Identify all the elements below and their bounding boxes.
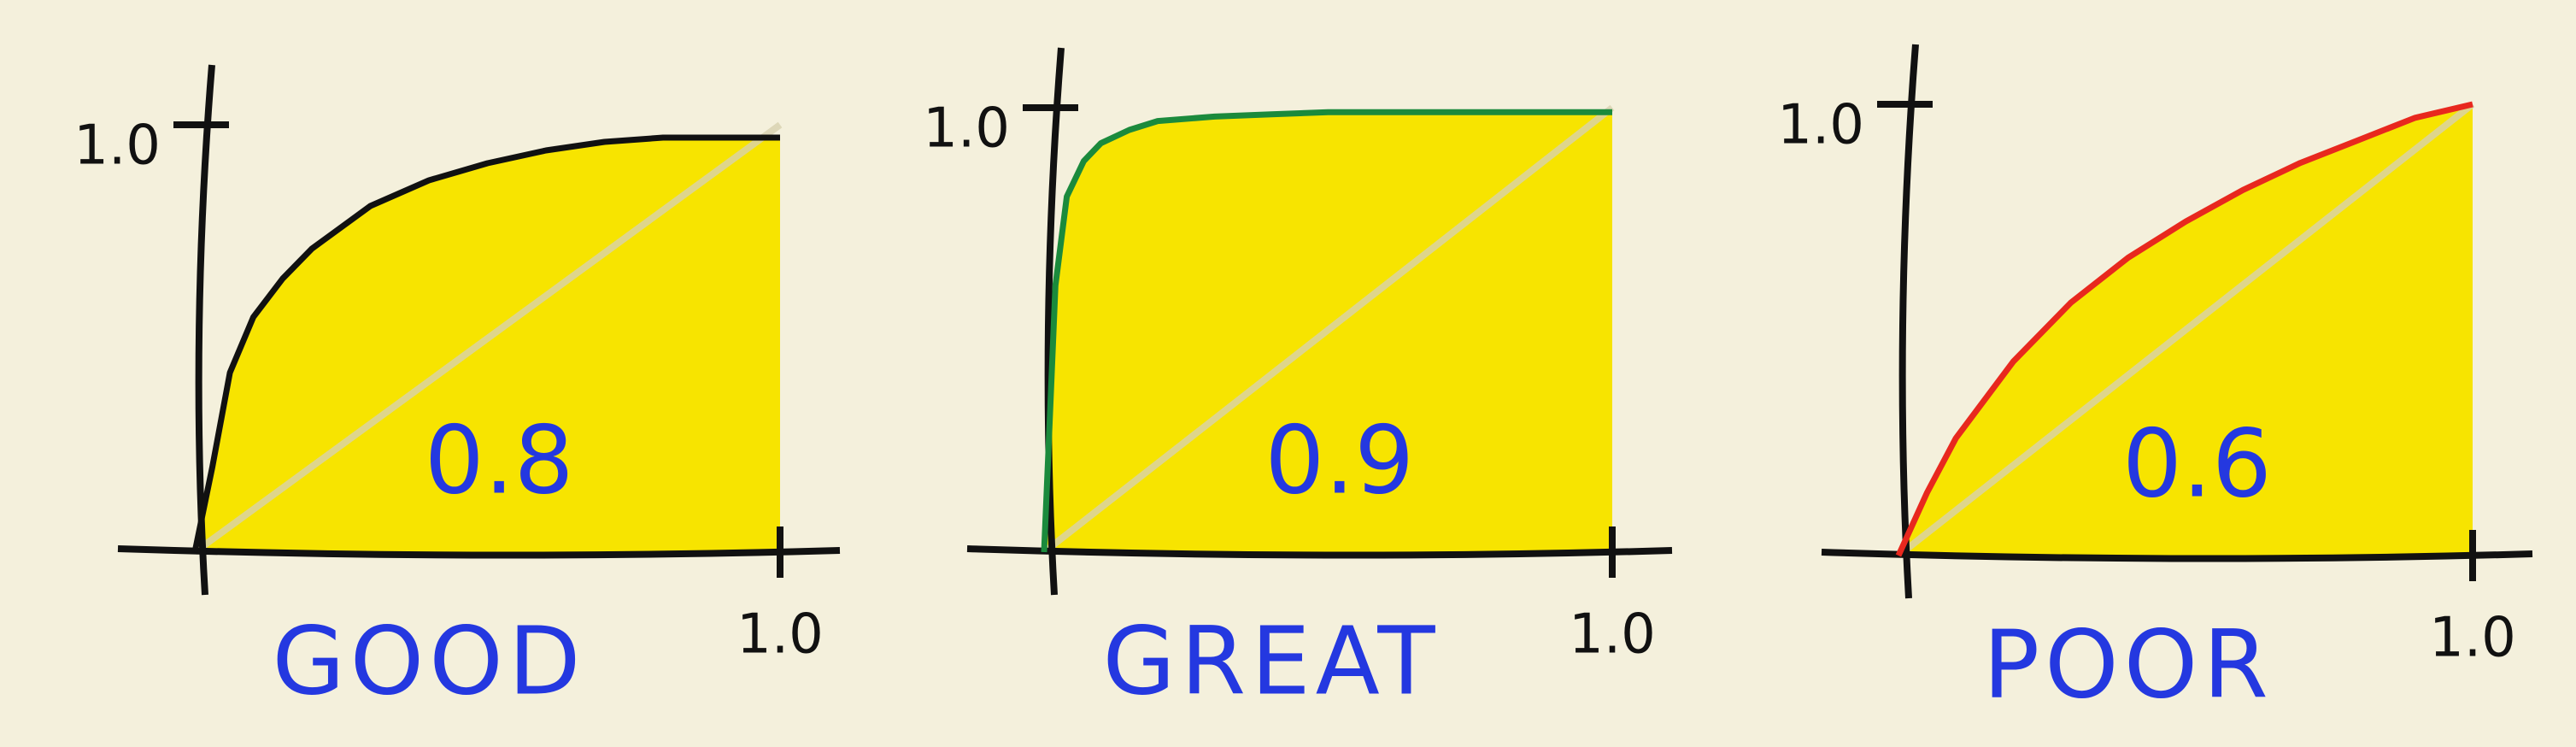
x-axis <box>117 545 841 559</box>
caption: GOOD <box>272 606 585 715</box>
x-tick-label: 1.0 <box>736 603 824 667</box>
auc-annotation: 0.8 <box>425 405 574 515</box>
diagonal <box>192 121 783 556</box>
diagonal <box>1896 101 2475 559</box>
y-tick-label: 1.0 <box>73 115 161 178</box>
roc-curve <box>1895 101 2473 557</box>
x-axis <box>1821 549 2533 562</box>
x-tick-label: 1.0 <box>2429 607 2516 670</box>
x-tick-label: 1.0 <box>1569 603 1656 667</box>
auc-annotation: 0.6 <box>2122 409 2272 518</box>
roc-curve <box>1041 109 1612 553</box>
y-tick-label: 1.0 <box>923 97 1010 161</box>
caption: GREAT <box>1102 606 1440 715</box>
y-axis <box>1044 47 1065 596</box>
y-tick-label: 1.0 <box>1777 94 1864 157</box>
diagonal <box>1042 104 1615 556</box>
roc-curve <box>191 134 780 553</box>
caption: POOR <box>1983 609 2274 719</box>
x-axis <box>966 545 1673 559</box>
y-axis <box>1898 44 1919 599</box>
auc-annotation: 0.9 <box>1265 405 1414 515</box>
